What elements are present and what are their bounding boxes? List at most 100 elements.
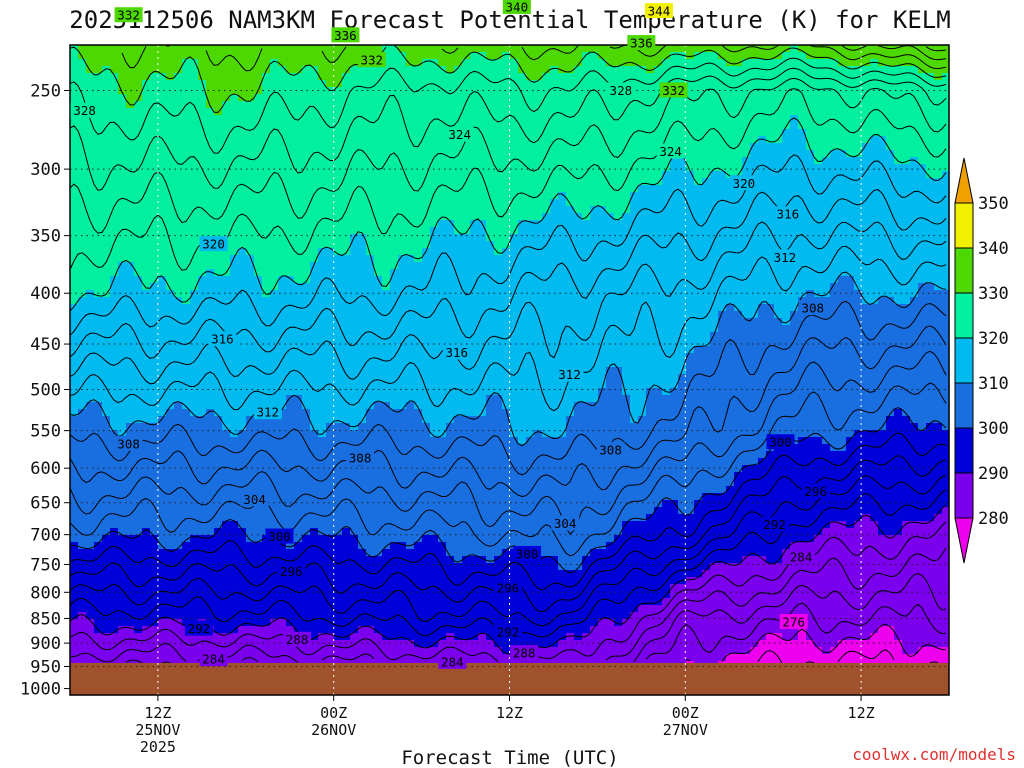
- contour-cell: [342, 381, 351, 389]
- contour-cell: [294, 416, 303, 424]
- contour-cell: [150, 136, 159, 144]
- contour-cell: [470, 640, 479, 648]
- contour-cell: [246, 346, 255, 354]
- contour-cell: [366, 577, 375, 585]
- contour-cell: [294, 185, 303, 193]
- contour-cell: [78, 199, 87, 207]
- contour-cell: [422, 388, 431, 396]
- contour-cell: [222, 80, 231, 88]
- contour-cell: [318, 94, 327, 102]
- contour-cell: [502, 94, 511, 102]
- contour-cell: [326, 507, 335, 515]
- contour-cell: [438, 129, 447, 137]
- contour-cell: [278, 136, 287, 144]
- contour-cell: [350, 542, 359, 550]
- contour-cell: [102, 486, 111, 494]
- contour-cell: [278, 346, 287, 354]
- contour-cell: [190, 332, 199, 340]
- contour-cell: [382, 178, 391, 186]
- contour-cell: [158, 122, 167, 130]
- contour-cell: [438, 374, 447, 382]
- contour-cell: [214, 276, 223, 284]
- contour-cell: [118, 276, 127, 284]
- contour-cell: [150, 360, 159, 368]
- contour-cell: [366, 416, 375, 424]
- contour-cell: [446, 248, 455, 256]
- contour-cell: [454, 465, 463, 473]
- contour-cell: [422, 493, 431, 501]
- contour-cell: [222, 94, 231, 102]
- contour-cell: [302, 339, 311, 347]
- contour-cell: [438, 458, 447, 466]
- contour-cell: [310, 577, 319, 585]
- contour-cell: [278, 66, 287, 74]
- contour-cell: [454, 514, 463, 522]
- contour-cell: [262, 444, 271, 452]
- contour-cell: [350, 353, 359, 361]
- contour-cell: [446, 556, 455, 564]
- contour-cell: [94, 241, 103, 249]
- contour-cell: [430, 66, 439, 74]
- contour-cell: [110, 332, 119, 340]
- contour-cell: [502, 409, 511, 417]
- contour-cell: [350, 563, 359, 571]
- contour-cell: [70, 360, 79, 368]
- contour-cell: [158, 108, 167, 116]
- contour-cell: [438, 486, 447, 494]
- contour-cell: [198, 381, 207, 389]
- contour-cell: [462, 101, 471, 109]
- contour-cell: [494, 304, 503, 312]
- contour-cell: [398, 626, 407, 634]
- contour-cell: [430, 458, 439, 466]
- contour-cell: [390, 430, 399, 438]
- contour-cell: [246, 332, 255, 340]
- contour-cell: [174, 472, 183, 480]
- contour-cell: [478, 227, 487, 235]
- contour-cell: [502, 465, 511, 473]
- contour-cell: [366, 465, 375, 473]
- contour-cell: [230, 94, 239, 102]
- contour-cell: [454, 311, 463, 319]
- contour-cell: [334, 409, 343, 417]
- contour-cell: [222, 52, 231, 60]
- contour-cell: [198, 605, 207, 613]
- contour-cell: [94, 423, 103, 431]
- contour-cell: [350, 171, 359, 179]
- contour-cell: [230, 199, 239, 207]
- contour-cell: [518, 59, 527, 67]
- contour-cell: [446, 206, 455, 214]
- contour-cell: [142, 248, 151, 256]
- contour-cell: [206, 381, 215, 389]
- contour-cell: [182, 374, 191, 382]
- contour-cell: [86, 514, 95, 522]
- contour-cell: [294, 654, 303, 662]
- contour-cell: [118, 206, 127, 214]
- contour-cell: [334, 143, 343, 151]
- contour-cell: [110, 409, 119, 417]
- contour-cell: [86, 493, 95, 501]
- contour-cell: [134, 269, 143, 277]
- contour-cell: [470, 171, 479, 179]
- contour-cell: [462, 402, 471, 410]
- contour-cell: [70, 402, 79, 410]
- contour-cell: [390, 185, 399, 193]
- contour-cell: [350, 304, 359, 312]
- contour-cell: [398, 444, 407, 452]
- contour-cell: [70, 563, 79, 571]
- contour-cell: [414, 157, 423, 165]
- contour-cell: [302, 444, 311, 452]
- contour-cell: [110, 584, 119, 592]
- contour-cell: [206, 640, 215, 648]
- contour-cell: [286, 612, 295, 620]
- contour-cell: [246, 213, 255, 221]
- contour-cell: [430, 255, 439, 263]
- contour-cell: [270, 647, 279, 655]
- contour-cell: [390, 465, 399, 473]
- contour-cell: [518, 73, 527, 81]
- contour-cell: [230, 143, 239, 151]
- contour-cell: [382, 612, 391, 620]
- contour-cell: [206, 591, 215, 599]
- contour-cell: [238, 101, 247, 109]
- contour-cell: [134, 171, 143, 179]
- contour-cell: [454, 640, 463, 648]
